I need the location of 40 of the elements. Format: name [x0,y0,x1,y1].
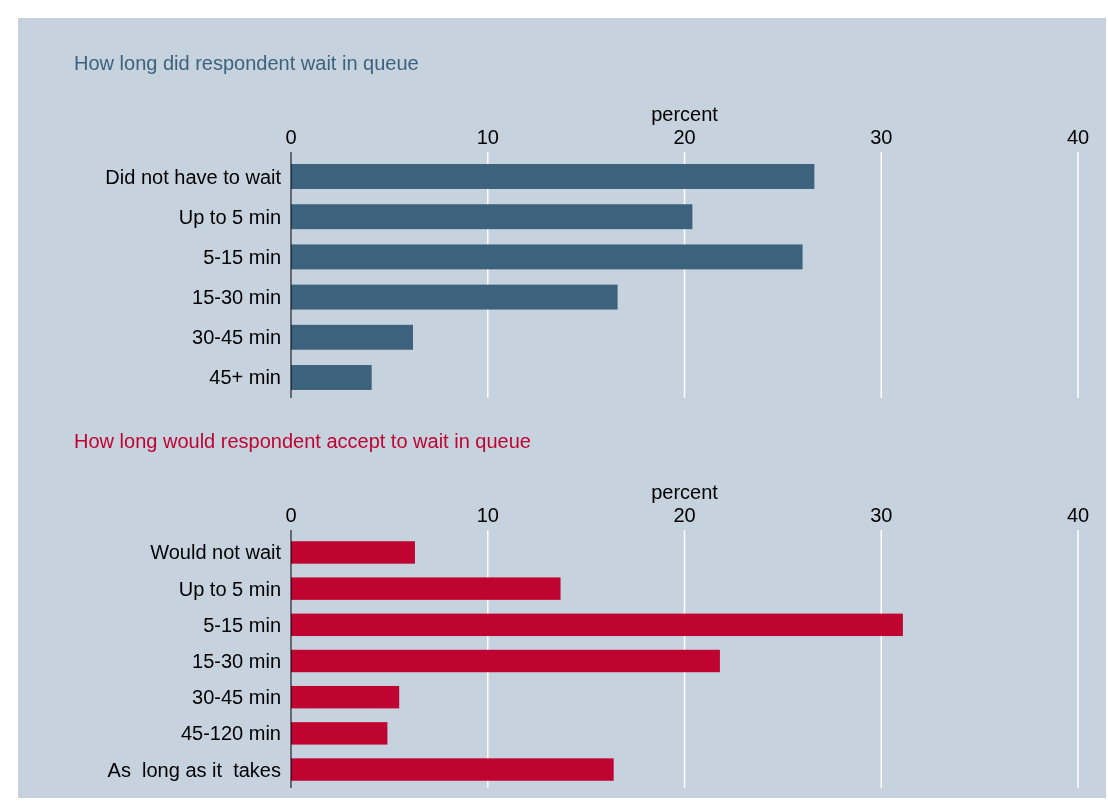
y-tick-label: 45-120 min [180,722,281,745]
x-tick-label: 10 [476,126,499,148]
x-axis-title: percent [651,481,719,503]
bar [291,613,903,637]
bar [291,541,415,564]
bar [291,722,388,745]
y-tick-label: 45+ min [209,366,281,389]
x-axis-title: percent [651,103,719,125]
x-tick-label: 20 [673,126,696,148]
y-tick-label: 30-45 min [192,326,281,349]
bar [291,685,400,709]
y-tick-label: 5-15 min [203,613,281,636]
bar [291,649,720,673]
x-tick-label: 30 [870,126,893,148]
bar [291,244,803,270]
chart-title: How long would respondent accept to wait in queue [74,430,531,452]
x-tick-label: 0 [285,126,297,148]
x-tick-label: 0 [285,504,297,526]
x-tick-label: 40 [1066,126,1090,148]
x-tick-label: 30 [870,504,893,526]
y-tick-label: 30-45 min [192,686,281,709]
bar [291,365,372,390]
chart-title: How long did respondent wait in queue [74,52,419,74]
x-tick-label: 20 [673,504,696,526]
y-tick-label: 15-30 min [192,650,281,672]
bar [291,284,618,310]
y-tick-label: As long as it takes [107,758,281,781]
bar [291,204,693,230]
y-tick-label: Up to 5 min [178,577,281,600]
bar [291,164,815,189]
y-tick-label: Would not wait [150,541,282,564]
x-tick-label: 10 [476,504,499,526]
y-tick-label: Did not have to wait [105,165,282,188]
y-tick-label: 5-15 min [203,245,281,268]
y-tick-label: 15-30 min [192,286,281,309]
y-tick-label: Up to 5 min [178,205,281,228]
bar [291,577,561,600]
bar [291,758,614,781]
bar [291,324,413,350]
x-tick-label: 40 [1066,504,1090,526]
